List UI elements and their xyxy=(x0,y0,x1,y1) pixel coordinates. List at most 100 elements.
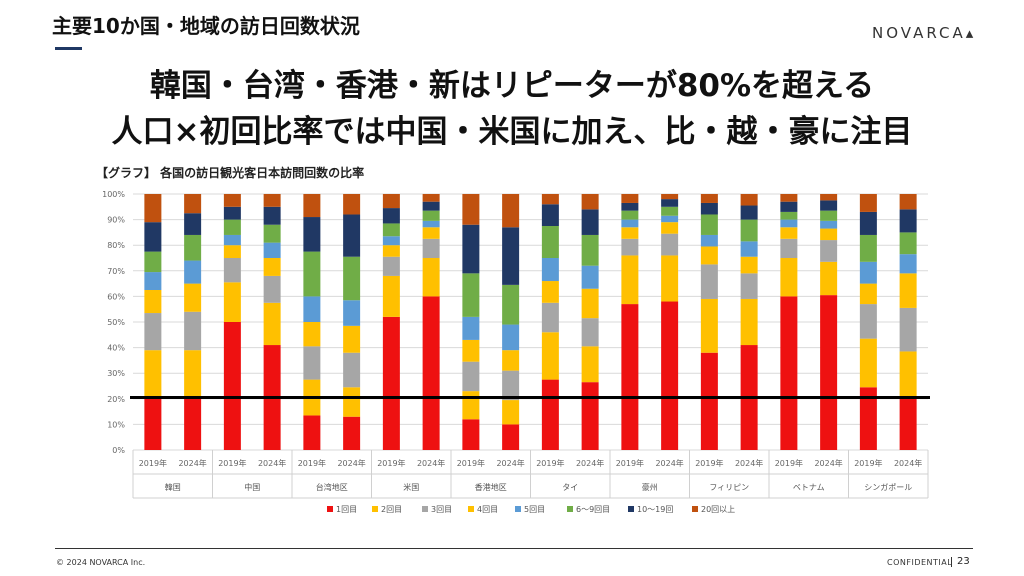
y-tick-label: 30% xyxy=(107,369,125,378)
bar-segment-2 xyxy=(859,338,877,388)
bar-segment-1 xyxy=(541,379,559,450)
bar-segment-2 xyxy=(343,387,361,417)
bar-segment-8 xyxy=(223,194,241,207)
legend-swatch xyxy=(567,506,573,512)
brand-logo: NOVARCA▴ xyxy=(872,24,976,42)
x-year-label: 2019年 xyxy=(298,458,326,468)
x-year-label: 2024年 xyxy=(417,458,445,468)
bar-segment-5 xyxy=(780,219,798,228)
x-country-label: 豪州 xyxy=(642,482,658,492)
bar-segment-8 xyxy=(899,194,917,210)
confidential-label: CONFIDENTIAL xyxy=(887,558,953,567)
x-year-label: 2024年 xyxy=(258,458,286,468)
bar-segment-1 xyxy=(899,397,917,450)
legend-label: 6～9回目 xyxy=(576,505,610,514)
x-year-label: 2019年 xyxy=(377,458,405,468)
x-country-label: フィリピン xyxy=(709,483,749,492)
legend-label: 5回目 xyxy=(524,505,545,514)
bar-segment-3 xyxy=(144,313,162,351)
y-tick-label: 0% xyxy=(112,446,125,455)
bar-segment-7 xyxy=(700,202,718,215)
bar-segment-5 xyxy=(700,234,718,247)
title-underline xyxy=(55,47,82,50)
bar-segment-6 xyxy=(382,223,400,237)
bar-segment-6 xyxy=(343,256,361,301)
bar-segment-5 xyxy=(184,260,202,284)
legend-swatch xyxy=(515,506,521,512)
brand-logo-mark-icon: ▴ xyxy=(965,24,977,42)
x-year-label: 2019年 xyxy=(218,458,246,468)
bar-segment-7 xyxy=(303,217,321,252)
x-year-label: 2019年 xyxy=(616,458,644,468)
bar-segment-5 xyxy=(541,258,559,282)
bar-segment-1 xyxy=(502,424,520,450)
bar-segment-3 xyxy=(343,352,361,388)
bar-segment-7 xyxy=(343,214,361,257)
bar-segment-5 xyxy=(263,242,281,258)
bar-segment-1 xyxy=(621,304,639,450)
bar-segment-1 xyxy=(303,415,321,450)
bar-segment-8 xyxy=(581,194,599,210)
bar-segment-4 xyxy=(899,273,917,308)
bar-segment-4 xyxy=(382,245,400,257)
bar-segment-6 xyxy=(502,284,520,325)
chart-title: 【グラフ】 各国の訪日観光客日本訪問回数の比率 xyxy=(96,166,365,180)
legend-label: 10～19回 xyxy=(637,505,673,514)
y-tick-label: 90% xyxy=(107,216,125,225)
bar-segment-5 xyxy=(382,236,400,246)
bar-segment-7 xyxy=(462,224,480,274)
bar-segment-6 xyxy=(422,210,440,221)
legend-swatch xyxy=(628,506,634,512)
bar-segment-8 xyxy=(462,194,480,225)
bar-segment-1 xyxy=(859,387,877,450)
page-title: 主要10か国・地域の訪日回数状況 xyxy=(52,14,360,38)
bar-segment-6 xyxy=(541,226,559,258)
bar-segment-7 xyxy=(144,222,162,252)
bar-segment-4 xyxy=(859,283,877,305)
bar-segment-7 xyxy=(502,227,520,285)
bar-segment-8 xyxy=(303,194,321,218)
bar-segment-8 xyxy=(422,194,440,202)
bar-segment-6 xyxy=(859,234,877,262)
bar-segment-3 xyxy=(541,302,559,333)
bar-segment-4 xyxy=(581,288,599,319)
y-tick-label: 100% xyxy=(102,190,125,199)
bar-segment-3 xyxy=(661,233,679,256)
headline-line-1: 韓国・台湾・香港・新はリピーターが80%を超える xyxy=(149,68,875,104)
x-year-label: 2024年 xyxy=(814,458,842,468)
bar-segment-3 xyxy=(621,238,639,256)
bar-segment-3 xyxy=(899,307,917,352)
bar-segment-8 xyxy=(184,194,202,214)
x-year-label: 2019年 xyxy=(139,458,167,468)
bar-segment-4 xyxy=(263,258,281,276)
y-tick-label: 40% xyxy=(107,344,125,353)
x-year-label: 2019年 xyxy=(775,458,803,468)
bar-segment-3 xyxy=(700,264,718,299)
bar-segment-6 xyxy=(740,219,758,242)
bar-segment-5 xyxy=(899,254,917,274)
bar-segment-6 xyxy=(621,210,639,220)
brand-logo-text: NOVARCA xyxy=(872,24,966,42)
bar-segment-6 xyxy=(899,232,917,255)
bar-segment-6 xyxy=(581,234,599,266)
bar-segment-3 xyxy=(184,311,202,351)
bar-segment-3 xyxy=(740,273,758,299)
bar-segment-3 xyxy=(780,238,798,258)
bar-segment-4 xyxy=(700,246,718,265)
bar-segment-8 xyxy=(859,194,877,212)
bar-segment-1 xyxy=(422,296,440,450)
bar-segment-2 xyxy=(502,400,520,425)
bar-segment-3 xyxy=(581,318,599,347)
bar-segment-7 xyxy=(740,205,758,220)
x-country-label: 中国 xyxy=(244,482,260,492)
bar-segment-2 xyxy=(422,258,440,297)
bar-segment-6 xyxy=(780,211,798,220)
x-year-label: 2019年 xyxy=(695,458,723,468)
bar-segment-2 xyxy=(780,258,798,297)
legend-swatch xyxy=(692,506,698,512)
bar-segment-8 xyxy=(263,194,281,207)
bar-segment-3 xyxy=(382,256,400,276)
bar-segment-4 xyxy=(820,228,838,241)
bar-segment-3 xyxy=(462,361,480,392)
bar-segment-5 xyxy=(661,215,679,223)
